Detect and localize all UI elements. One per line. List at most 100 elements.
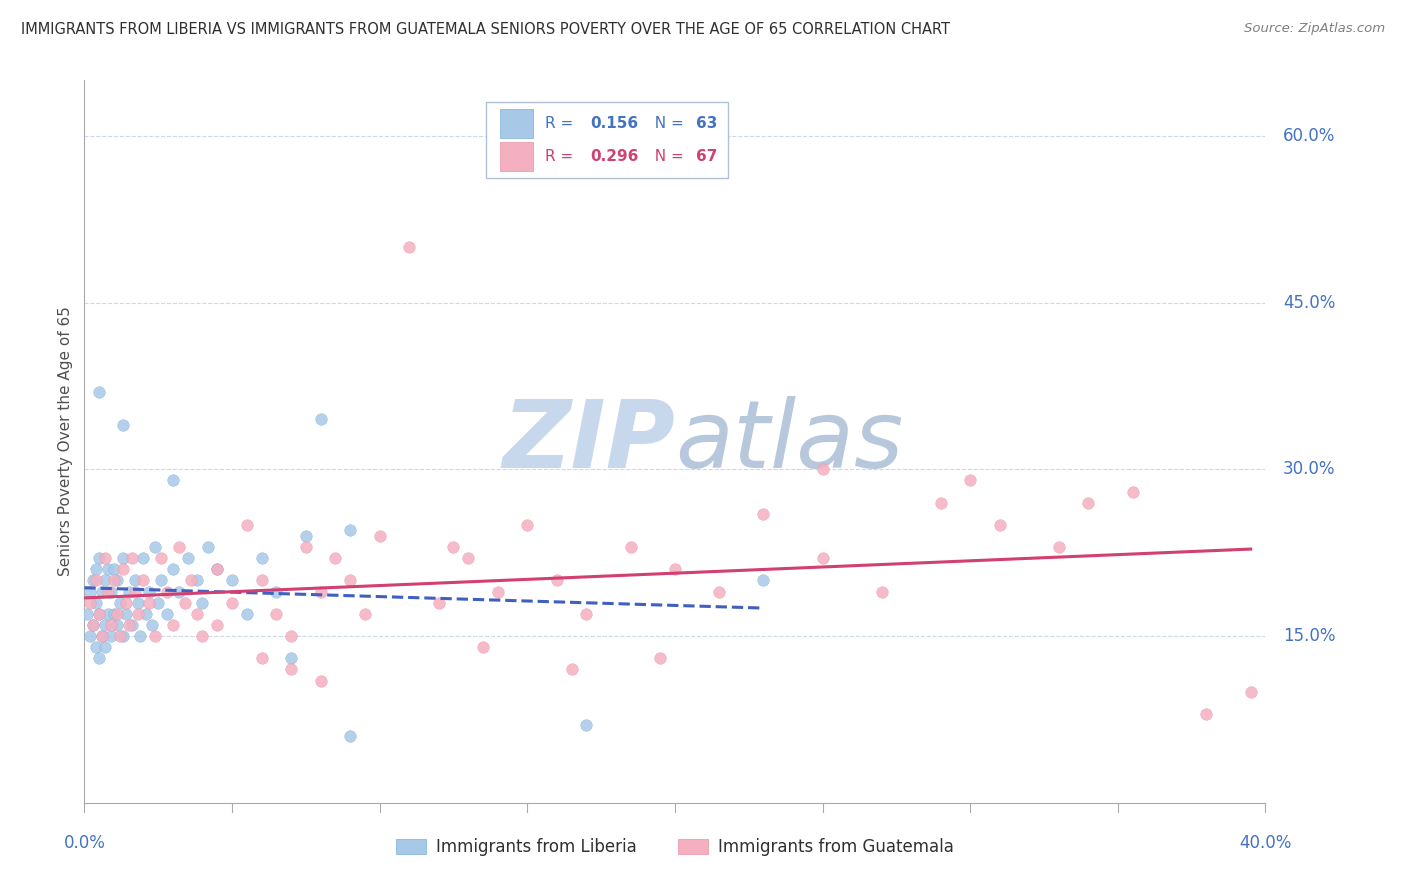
Point [811,462,834,476]
FancyBboxPatch shape [501,109,533,138]
Point [457,551,479,566]
Point [114,607,136,621]
Point [150,574,173,588]
Point [82,618,104,632]
Point [118,584,141,599]
Point [650,651,672,665]
Point [167,540,190,554]
Text: 0.296: 0.296 [591,149,638,163]
Point [280,662,302,676]
Point [870,584,893,599]
Point [309,412,332,426]
Y-axis label: Seniors Poverty Over the Age of 65: Seniors Poverty Over the Age of 65 [58,307,73,576]
Text: atlas: atlas [675,396,903,487]
Point [94,640,117,655]
Point [280,629,302,643]
Point [339,729,361,743]
Text: N =: N = [645,116,689,131]
Point [76,607,98,621]
Point [105,574,128,588]
Point [132,551,155,566]
Text: ZIP: ZIP [502,395,675,488]
Point [162,474,184,488]
Point [988,517,1011,532]
Point [1122,484,1144,499]
Point [105,618,128,632]
Point [207,562,229,576]
Point [443,540,465,554]
Point [354,607,377,621]
Text: 40.0%: 40.0% [1239,834,1292,852]
Point [177,551,200,566]
Text: 67: 67 [696,149,717,163]
Point [143,629,166,643]
Point [100,584,122,599]
Point [191,596,214,610]
Text: 0.156: 0.156 [591,116,638,131]
Point [111,551,134,566]
Point [339,574,361,588]
Point [309,673,332,688]
Point [309,584,332,599]
Text: Source: ZipAtlas.com: Source: ZipAtlas.com [1244,22,1385,36]
Point [167,584,190,599]
Point [472,640,495,655]
Point [108,596,131,610]
Point [207,618,229,632]
Point [266,584,288,599]
Point [84,574,107,588]
Point [250,551,273,566]
Point [250,651,273,665]
Point [207,562,229,576]
Point [398,240,420,254]
Point [79,584,101,599]
Point [709,584,731,599]
Point [100,618,122,632]
Point [103,562,125,576]
Point [561,662,583,676]
Point [266,607,288,621]
Text: 45.0%: 45.0% [1284,293,1336,311]
Point [82,574,104,588]
Point [325,551,347,566]
Point [575,718,598,732]
Point [339,524,361,538]
Point [129,629,152,643]
Point [91,584,114,599]
Point [111,629,134,643]
Point [138,596,160,610]
Point [148,596,170,610]
Point [127,607,149,621]
Point [111,562,134,576]
Point [132,574,155,588]
Point [108,629,131,643]
Point [87,607,111,621]
Point [1077,496,1099,510]
Point [103,607,125,621]
Point [124,584,146,599]
Legend: Immigrants from Liberia, Immigrants from Guatemala: Immigrants from Liberia, Immigrants from… [389,831,960,863]
Point [811,551,834,566]
Point [79,596,101,610]
Point [664,562,686,576]
Point [959,474,981,488]
Point [221,596,243,610]
Point [280,651,302,665]
Text: 0.0%: 0.0% [63,834,105,852]
Point [1195,706,1218,721]
Point [124,574,146,588]
Point [295,540,318,554]
Point [97,584,120,599]
Point [94,574,117,588]
Point [1240,684,1263,698]
Point [143,540,166,554]
Point [138,584,160,599]
Point [191,629,214,643]
Point [84,562,107,576]
Point [91,629,114,643]
Point [546,574,568,588]
Point [752,507,775,521]
Point [103,574,125,588]
Point [84,596,107,610]
FancyBboxPatch shape [486,102,728,178]
